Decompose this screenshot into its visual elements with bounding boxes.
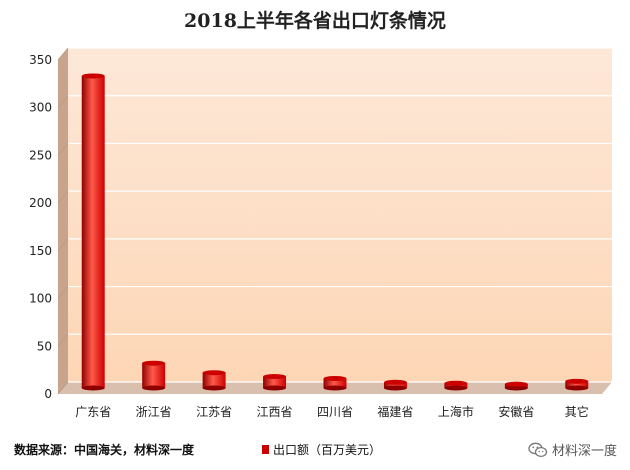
bar-top xyxy=(504,381,528,387)
bar xyxy=(263,374,287,391)
gridline-wall xyxy=(57,47,69,61)
wechat-icon xyxy=(528,442,548,457)
bar-base xyxy=(81,385,105,391)
legend: 出口额（百万美元） xyxy=(262,441,381,458)
x-category-label: 广东省 xyxy=(75,405,111,419)
x-category-label: 江西省 xyxy=(257,405,293,419)
gridline-wall xyxy=(57,143,69,156)
gridline-wall xyxy=(57,238,69,252)
x-category-label: 浙江省 xyxy=(136,405,172,419)
y-tick-label: 100 xyxy=(29,292,52,306)
bar-base xyxy=(504,385,528,391)
chart-title: 2018上半年各省出口灯条情况 xyxy=(184,10,446,32)
bar-base xyxy=(263,385,287,391)
bar xyxy=(81,73,105,391)
bar xyxy=(142,360,166,391)
bar-top xyxy=(444,380,468,386)
bar-top xyxy=(202,370,226,376)
bar-base xyxy=(444,385,468,391)
y-tick-label: 150 xyxy=(29,244,52,258)
bar xyxy=(565,378,589,391)
bar-top xyxy=(142,360,166,366)
bar-top xyxy=(81,73,105,79)
y-tick-label: 0 xyxy=(44,387,52,401)
legend-label: 出口额（百万美元） xyxy=(273,443,382,457)
bar-top xyxy=(383,379,407,385)
bar-body xyxy=(323,378,347,388)
bar-body xyxy=(81,75,105,388)
x-category-label: 福建省 xyxy=(377,404,413,419)
bar xyxy=(504,381,528,391)
x-category-label: 上海市 xyxy=(438,404,474,419)
bar-body xyxy=(565,381,589,388)
bar-top xyxy=(323,375,347,381)
x-category-label: 江苏省 xyxy=(196,405,232,419)
bar-top xyxy=(565,378,589,384)
y-tick-label: 50 xyxy=(37,339,52,353)
gridline-wall xyxy=(57,381,69,395)
watermark: 材料深一度 xyxy=(528,440,617,459)
bar-base xyxy=(202,385,226,391)
x-category-label: 安徽省 xyxy=(498,404,534,419)
y-tick-label: 350 xyxy=(29,53,52,67)
legend-swatch xyxy=(262,445,269,454)
bar xyxy=(202,370,226,391)
gridline-wall xyxy=(57,334,69,347)
bar xyxy=(323,375,347,391)
gridline-wall xyxy=(57,286,69,299)
bar xyxy=(383,379,407,391)
watermark-text: 材料深一度 xyxy=(552,444,618,459)
y-tick-label: 300 xyxy=(29,101,52,115)
bar-body xyxy=(142,363,166,388)
plot-left-wall xyxy=(58,48,68,394)
y-tick-label: 250 xyxy=(29,148,52,162)
source-note: 数据来源：中国海关，材料深一度 xyxy=(14,443,195,457)
y-axis-ticks: 0 50 100 150 200 250 300 350 xyxy=(29,53,52,401)
bar-top xyxy=(263,374,287,380)
x-category-label: 其它 xyxy=(565,404,589,419)
bar-body xyxy=(202,372,226,388)
y-tick-label: 200 xyxy=(29,196,52,210)
bar-base xyxy=(565,385,589,391)
x-axis-labels: 广东省 浙江省 江苏省 江西省 四川省 福建省 上海市 安徽省 其它 xyxy=(75,404,589,419)
gridline-wall xyxy=(57,190,69,204)
bars xyxy=(81,73,589,391)
bar-body xyxy=(263,376,287,388)
gridlines xyxy=(57,47,612,395)
x-category-label: 四川省 xyxy=(317,405,353,419)
gridline-wall xyxy=(57,95,69,108)
bar-base xyxy=(323,385,347,391)
bar-base xyxy=(383,385,407,391)
bar-base xyxy=(142,385,166,391)
plot-background xyxy=(68,48,612,382)
bar-body xyxy=(383,382,407,388)
bar xyxy=(444,380,468,391)
